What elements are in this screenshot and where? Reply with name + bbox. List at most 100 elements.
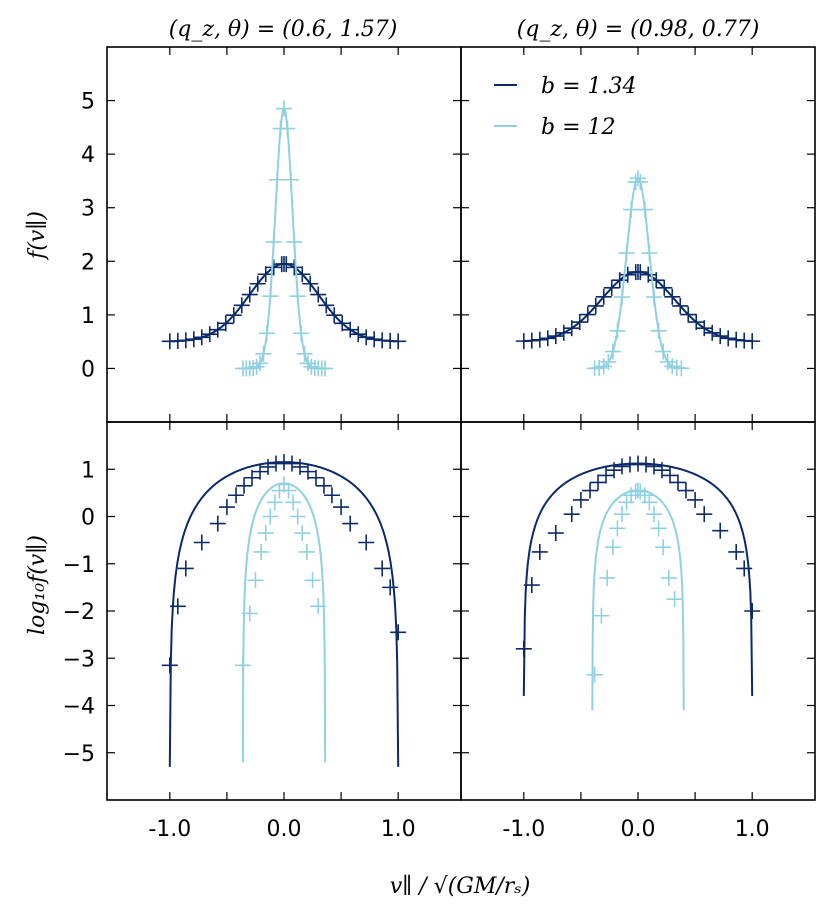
data-point xyxy=(656,279,673,296)
data-point xyxy=(374,560,391,577)
data-point xyxy=(276,100,292,117)
ytick-label: −4 xyxy=(63,695,95,720)
data-point xyxy=(645,506,662,523)
data-point xyxy=(241,605,258,622)
data-point xyxy=(636,201,653,218)
data-point xyxy=(262,288,279,305)
data-point xyxy=(307,469,324,486)
data-point xyxy=(293,325,310,342)
data-point xyxy=(177,332,194,349)
data-point xyxy=(728,543,745,560)
data-point xyxy=(298,543,315,560)
xtick-label: 0.0 xyxy=(267,817,302,842)
data-point xyxy=(687,491,704,508)
data-point xyxy=(728,331,745,348)
series-line-light xyxy=(591,489,685,711)
data-point xyxy=(632,483,649,500)
panel-top-right xyxy=(460,46,816,423)
data-point xyxy=(637,456,654,473)
data-point xyxy=(286,259,303,276)
data-point xyxy=(632,174,649,191)
data-point xyxy=(523,332,540,349)
xtick-label: 1.0 xyxy=(381,817,416,842)
data-point xyxy=(572,491,589,508)
data-point xyxy=(326,307,343,324)
data-point xyxy=(632,264,649,281)
data-point xyxy=(265,233,282,250)
data-point xyxy=(669,474,686,491)
ytick-label: 1 xyxy=(81,304,95,329)
data-point xyxy=(161,657,178,674)
data-point xyxy=(333,499,350,516)
data-point xyxy=(660,569,677,586)
data-point xyxy=(286,233,303,250)
panel-top-left: 0 1 2 3 4 5 xyxy=(81,46,462,423)
data-point xyxy=(661,467,678,484)
data-point xyxy=(531,331,548,348)
data-point xyxy=(645,458,662,475)
data-point xyxy=(228,487,245,504)
data-point xyxy=(618,245,635,262)
data-point xyxy=(655,343,672,360)
xtick-label: -1.0 xyxy=(502,817,545,842)
ytick-label: 0 xyxy=(81,357,95,382)
data-point xyxy=(655,539,672,556)
data-point xyxy=(185,331,202,348)
data-point xyxy=(547,525,564,542)
data-point xyxy=(650,322,667,339)
data-point xyxy=(304,572,321,589)
data-point xyxy=(268,455,285,472)
panel-frame xyxy=(460,46,816,423)
data-point xyxy=(614,506,631,523)
data-point xyxy=(262,508,279,525)
data-point xyxy=(209,321,226,338)
data-point xyxy=(276,454,292,471)
data-point xyxy=(323,487,340,504)
series-line-light xyxy=(241,482,327,763)
data-point xyxy=(547,328,564,345)
data-point xyxy=(289,508,306,525)
ytick-label: 2 xyxy=(81,250,95,275)
data-point xyxy=(249,275,266,292)
data-point xyxy=(285,494,302,511)
data-point xyxy=(225,307,242,324)
legend-label-light: b = 12 xyxy=(541,115,616,140)
ytick-label: −5 xyxy=(63,742,95,767)
data-point xyxy=(299,463,316,480)
data-point xyxy=(255,345,272,362)
ytick-label: −1 xyxy=(63,553,95,578)
data-point xyxy=(390,333,407,350)
data-point xyxy=(590,474,607,491)
data-point xyxy=(289,288,306,305)
data-point xyxy=(253,543,270,560)
data-point xyxy=(704,324,721,341)
data-point xyxy=(291,458,308,475)
data-point xyxy=(302,275,319,292)
data-point xyxy=(294,525,311,542)
data-point xyxy=(217,315,234,332)
data-point xyxy=(650,520,667,537)
data-point xyxy=(310,598,327,615)
data-point xyxy=(600,353,617,370)
data-point xyxy=(619,266,636,283)
data-point xyxy=(712,328,729,345)
data-point xyxy=(630,482,646,499)
data-point xyxy=(614,289,631,306)
data-point xyxy=(265,259,282,276)
data-point xyxy=(593,607,610,624)
data-point xyxy=(303,358,320,375)
data-point xyxy=(531,543,548,560)
panel-bottom-left: −5 −4 −3 −2 −1 0 1 -1.0 0.0 1.0 xyxy=(63,421,462,842)
data-point xyxy=(296,345,313,362)
data-point xyxy=(712,522,729,539)
data-point xyxy=(244,469,261,486)
data-point xyxy=(258,325,275,342)
data-point xyxy=(744,603,761,619)
data-point xyxy=(280,482,297,499)
data-point xyxy=(582,482,599,499)
data-point xyxy=(282,171,299,188)
ytick-label: −2 xyxy=(63,600,95,625)
data-point xyxy=(664,288,681,305)
ytick-label: 0 xyxy=(81,506,95,531)
data-point xyxy=(645,289,662,306)
